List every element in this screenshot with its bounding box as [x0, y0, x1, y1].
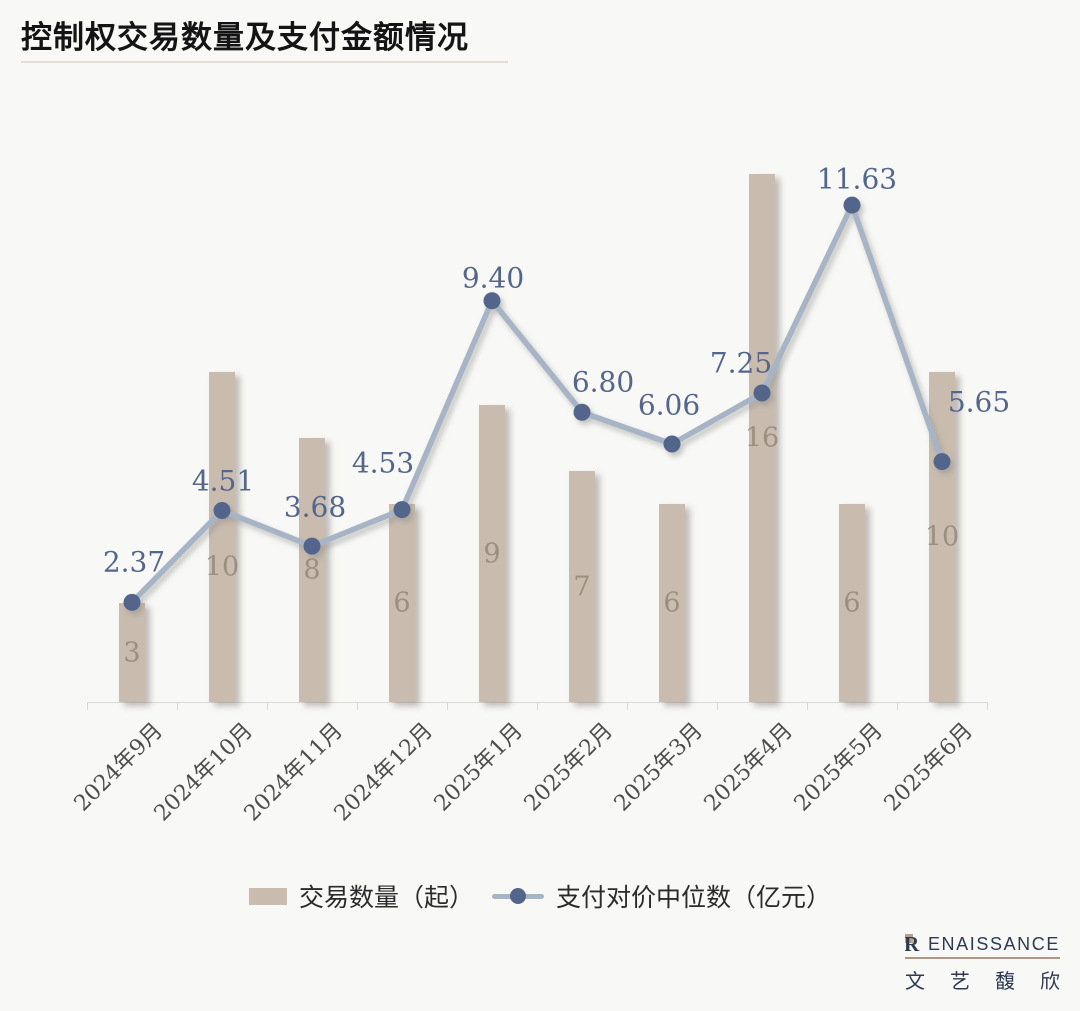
line-series-label: 支付对价中位数（亿元） — [556, 883, 832, 912]
x-axis-label: 2025年1月 — [429, 718, 528, 817]
bar-value-label: 10 — [924, 521, 960, 553]
x-axis-tick — [357, 702, 358, 710]
x-axis-tick — [717, 702, 718, 710]
x-axis-tick — [177, 702, 178, 710]
x-axis-label: 2025年5月 — [789, 718, 888, 817]
svg-text:R: R — [905, 934, 921, 953]
bar-value-label: 10 — [204, 551, 240, 583]
point-value-label: 4.51 — [191, 464, 255, 498]
line-series-dot-icon — [510, 888, 526, 904]
brand-logo-cn-char: 艺 — [950, 969, 970, 993]
point-value-label: 7.25 — [709, 346, 773, 380]
bar-value-label: 9 — [483, 538, 501, 569]
x-axis-label: 2025年2月 — [519, 718, 618, 817]
x-axis-label: 2025年6月 — [879, 718, 978, 817]
brand-logo: R ENAISSANCE 文 艺 馥 欣 — [905, 934, 1060, 994]
brand-logo-cn: 文艺馥欣 — [905, 965, 1060, 994]
brand-logo-rule — [905, 957, 1060, 959]
line-point — [843, 196, 861, 214]
bar-series-swatch — [248, 887, 287, 905]
line-point — [663, 435, 681, 453]
point-value-label: 6.80 — [571, 365, 635, 399]
point-value-label: 4.53 — [351, 446, 415, 480]
point-value-label: 3.68 — [283, 490, 347, 524]
legend: 交易数量（起） 支付对价中位数（亿元） — [248, 878, 831, 914]
x-axis-tick — [987, 702, 988, 710]
bar-value-label: 6 — [393, 587, 411, 619]
x-axis-label: 2025年4月 — [699, 718, 798, 817]
chart-title: 控制权交易数量及支付金额情况 — [21, 20, 469, 56]
x-axis-tick — [87, 702, 88, 710]
bar-value-label: 16 — [744, 422, 780, 454]
point-value-label: 5.65 — [947, 385, 1011, 419]
bar-value-label: 6 — [843, 587, 861, 619]
line-point — [483, 292, 501, 310]
bar — [119, 603, 145, 702]
title-underline — [21, 61, 508, 63]
bar-value-label: 3 — [123, 637, 141, 668]
bar — [209, 372, 235, 702]
renaissance-r-mark-icon: R — [905, 934, 921, 953]
line-series-symbol — [492, 888, 544, 904]
bar-value-label: 7 — [573, 571, 591, 602]
line-point — [573, 403, 591, 421]
point-value-label: 9.40 — [461, 261, 525, 295]
point-value-label: 6.06 — [637, 388, 701, 422]
x-axis-label: 2025年3月 — [609, 718, 708, 817]
x-axis-tick — [897, 702, 898, 710]
brand-logo-cn-char: 欣 — [1040, 969, 1060, 993]
x-axis-tick — [537, 702, 538, 710]
payment-median-line — [130, 202, 945, 605]
bar-value-label: 6 — [663, 587, 681, 619]
legend-item-bars: 交易数量（起） — [248, 878, 474, 914]
brand-logo-en: R ENAISSANCE — [905, 934, 1060, 953]
point-value-label: 11.63 — [816, 162, 898, 196]
brand-logo-cn-char: 馥 — [995, 969, 1015, 993]
x-axis-tick — [447, 702, 448, 710]
bar-value-label: 8 — [303, 554, 321, 586]
x-axis-tick — [627, 702, 628, 710]
point-value-label: 2.37 — [102, 545, 166, 579]
x-axis-tick — [267, 702, 268, 710]
legend-item-line: 支付对价中位数（亿元） — [492, 878, 831, 914]
x-axis-tick — [807, 702, 808, 710]
brand-logo-en-text: ENAISSANCE — [927, 934, 1060, 954]
bar-series-label: 交易数量（起） — [298, 883, 474, 912]
brand-logo-cn-char: 文 — [905, 969, 925, 993]
